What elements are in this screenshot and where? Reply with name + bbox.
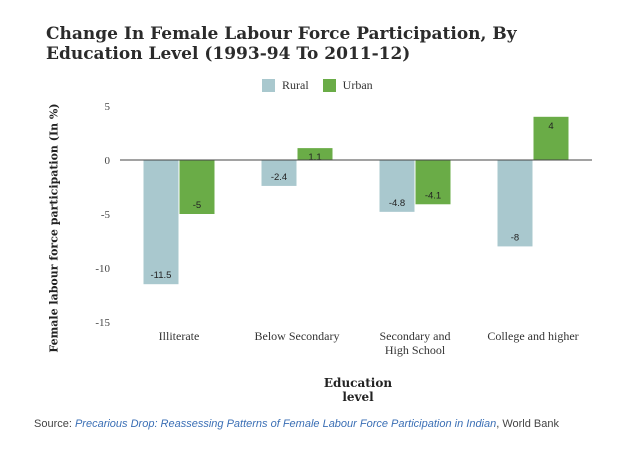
legend-swatch-urban — [322, 79, 336, 92]
y-tick-label: -10 — [95, 263, 110, 275]
data-label: -5 — [193, 200, 201, 211]
data-label: -4.8 — [389, 198, 405, 209]
x-tick-label: Secondary and High School — [380, 329, 451, 357]
bar-rural — [261, 160, 297, 186]
data-label: 1.1 — [308, 152, 321, 163]
legend-item-rural: Rural — [262, 78, 309, 93]
source-note: Source: Precarious Drop: Reassessing Pat… — [34, 418, 559, 430]
x-axis-label: Education level — [323, 376, 393, 404]
chart-title: Change In Female Labour Force Participat… — [46, 24, 517, 64]
x-tick-label: College and higher — [487, 329, 578, 343]
legend-label-rural: Rural — [282, 78, 309, 92]
data-label: -11.5 — [151, 270, 172, 281]
legend-item-urban: Urban — [322, 78, 373, 93]
source-suffix: , World Bank — [496, 418, 560, 430]
bar-rural — [143, 160, 179, 285]
legend-label-urban: Urban — [342, 78, 373, 92]
source-link[interactable]: Precarious Drop: Reassessing Patterns of… — [74, 418, 497, 430]
bar-urban — [415, 160, 451, 205]
x-tick-label: Below Secondary — [255, 329, 340, 343]
source-prefix: Source: — [34, 418, 75, 430]
bar-urban — [179, 160, 215, 214]
x-tick-label: Illiterate — [159, 329, 200, 343]
legend-swatch-rural — [262, 79, 275, 92]
bar-urban — [533, 116, 569, 160]
y-tick-label: -15 — [95, 317, 110, 329]
chart-legend: Rural Urban — [262, 78, 387, 93]
y-tick-label: -5 — [101, 209, 111, 221]
bar-rural — [497, 160, 533, 247]
data-label: 4 — [548, 121, 553, 132]
y-tick-label: 0 — [105, 155, 111, 167]
data-label: -4.1 — [425, 190, 441, 201]
data-label: -2.4 — [271, 172, 287, 183]
bar-rural — [379, 160, 415, 212]
bar-urban — [297, 148, 333, 160]
data-label: -8 — [511, 232, 519, 243]
y-tick-label: 5 — [105, 101, 111, 113]
